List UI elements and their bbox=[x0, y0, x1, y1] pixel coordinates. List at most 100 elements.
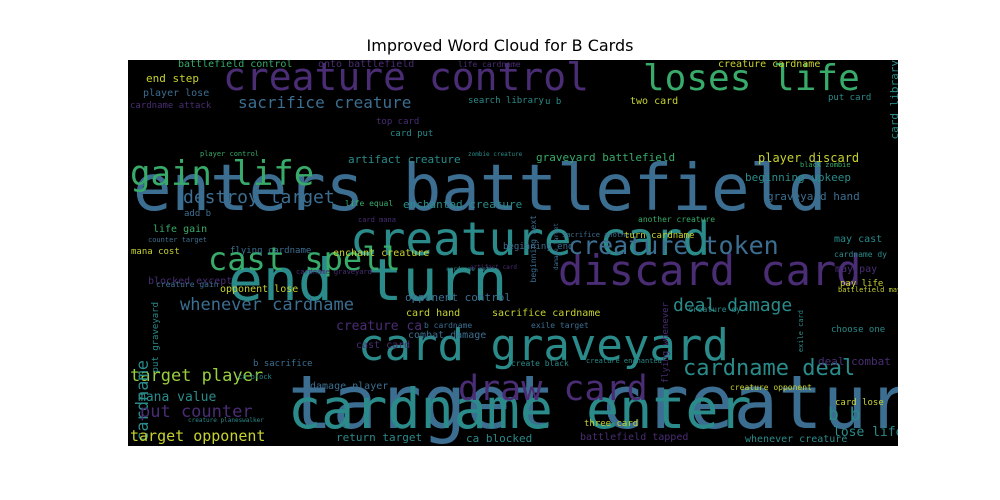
word-b-cardname: b cardname bbox=[424, 321, 472, 330]
word-cardname-dy: cardname dy bbox=[834, 250, 887, 259]
word-card-graveyard: card graveyard bbox=[358, 320, 729, 371]
word-card-put: card put bbox=[390, 129, 433, 139]
word-ca-blocked: ca blocked bbox=[466, 432, 532, 445]
chart-title: Improved Word Cloud for B Cards bbox=[366, 36, 634, 55]
word-opponent-lose: opponent lose bbox=[220, 284, 298, 295]
word-cast-spell: cast spell bbox=[208, 240, 401, 278]
word-life-equal: life equal bbox=[345, 199, 393, 208]
word-another-creature: another creature bbox=[638, 215, 715, 224]
word-discard-card: discard card bbox=[558, 246, 861, 295]
word-destroy-target: destroy target bbox=[183, 187, 335, 208]
word-player-control: player control bbox=[200, 150, 259, 158]
word-b-b: b b bbox=[828, 404, 861, 425]
word-cast-card: cast card bbox=[356, 340, 410, 351]
word-target-creature: target creature bbox=[288, 360, 898, 446]
word-beginning-end: beginning end bbox=[503, 242, 573, 252]
word-u-b: u b bbox=[545, 97, 561, 107]
word-card-lose: card lose bbox=[835, 398, 884, 408]
word-exile-target: exile target bbox=[531, 321, 589, 330]
word-graveyard-battlefield: graveyard battlefield bbox=[536, 151, 675, 164]
word-damage-player: damage player bbox=[310, 381, 388, 392]
word-counter-cardname: counter cardname bbox=[133, 360, 153, 446]
word-creature-card: creature card bbox=[350, 212, 710, 266]
word-combat-damage: combat damage bbox=[408, 330, 486, 341]
word-battlefield-may: battlefield may bbox=[838, 286, 898, 294]
word-creature-cardname: creature cardname bbox=[718, 60, 820, 70]
word-player-lose: player lose bbox=[143, 88, 209, 99]
word-creature-planeswalker: creature planeswalker bbox=[188, 417, 264, 424]
word-card-hand: card hand bbox=[406, 308, 460, 319]
word-creature-control: creature control bbox=[223, 60, 589, 99]
word-may-pay: may pay bbox=[835, 264, 877, 275]
word-creature-dy: creature dy bbox=[688, 305, 741, 314]
word-add-b: add b bbox=[184, 209, 211, 219]
word-cardname-attack: cardname attack bbox=[130, 101, 212, 111]
word-gain-life: gain life bbox=[130, 154, 314, 194]
cloud-background bbox=[128, 60, 898, 446]
word-pay-life: pay life bbox=[840, 279, 883, 289]
word-b-sacrifice: b sacrifice bbox=[253, 359, 313, 369]
word-mana-value: mana value bbox=[138, 390, 216, 405]
word-return-target: return target bbox=[336, 431, 422, 444]
word-search-library: search library bbox=[468, 96, 544, 106]
word-cardname-enter: cardname enter bbox=[288, 377, 752, 441]
word-cardname-get: cardname get bbox=[446, 266, 490, 273]
word-opponent-control: opponent control bbox=[405, 291, 511, 304]
word-cardname-graveyard: cardname graveyard bbox=[296, 268, 372, 276]
word-enchant-creature: enchant creature bbox=[333, 248, 429, 259]
word-flying-cardname: flying cardname bbox=[230, 246, 311, 256]
word-life-cardname: life cardname bbox=[458, 60, 521, 69]
word-artifact-creature: artifact creature bbox=[348, 153, 461, 166]
word-sacrifice-cardname: sacrifice cardname bbox=[492, 308, 600, 319]
word-top-card: top card bbox=[376, 117, 419, 127]
word-three-card: three card bbox=[584, 419, 638, 429]
word-battlefield-control: battlefield control bbox=[178, 60, 292, 70]
word-put-card: put card bbox=[828, 93, 871, 103]
word-lose-life: lose life bbox=[833, 425, 898, 440]
word-draw-card: draw card bbox=[458, 369, 648, 409]
word-whenever-creature: whenever creature bbox=[745, 434, 847, 445]
word-counter-target: counter target bbox=[148, 236, 207, 244]
word-end-step: end step bbox=[146, 72, 199, 85]
word-sacrifice-another: sacrifice another bbox=[562, 231, 634, 239]
word-end-turn: end turn bbox=[228, 246, 507, 314]
word-battlefield-tapped: battlefield tapped bbox=[580, 432, 688, 443]
word-card-library: card library bbox=[888, 60, 898, 139]
word-cardname-deal: cardname deal bbox=[683, 356, 855, 381]
word-target-player: target player bbox=[130, 366, 263, 386]
word-mana-cost: mana cost bbox=[131, 247, 180, 257]
word-sacrifice-creature: sacrifice creature bbox=[238, 93, 411, 112]
word-whenever-cardname: whenever cardname bbox=[180, 295, 354, 315]
word-turn-cardname: turn cardname bbox=[624, 231, 694, 241]
word-target-opponent: target opponent bbox=[130, 427, 265, 445]
word-zombie-creature: zombie creature bbox=[468, 151, 523, 158]
word-beginning-upkeep: beginning upkeep bbox=[745, 171, 851, 184]
word-artifact-card: artifact card bbox=[470, 264, 517, 271]
word-player-discard: player discard bbox=[758, 151, 859, 165]
word-flying-whenever: flying whenever bbox=[661, 301, 671, 383]
word-beginning-next: beginning next bbox=[529, 215, 538, 283]
word-enters-battlefield: enters battlefield bbox=[133, 152, 827, 226]
word-two-card: two card bbox=[630, 96, 678, 107]
word-deal-damage: deal damage bbox=[673, 295, 792, 316]
word-graveyard-hand: graveyard hand bbox=[767, 190, 860, 203]
word-ca-block: ca block bbox=[238, 373, 273, 381]
word-life-gain: life gain bbox=[153, 224, 207, 235]
word-damage-target: damage target bbox=[553, 223, 560, 270]
word-creature-opponent: creature opponent bbox=[730, 383, 812, 392]
word-enchanted-creature: enchanted creature bbox=[403, 198, 522, 211]
word-put-graveyard: put graveyard bbox=[151, 302, 161, 372]
word-creature-token: creature token bbox=[568, 231, 779, 260]
word-creature-enchanted: creature enchanted bbox=[586, 357, 662, 365]
word-create-black: create black bbox=[511, 359, 569, 368]
word-creature-ca: creature ca bbox=[336, 319, 422, 334]
word-creature-gain: creature gain bbox=[156, 280, 219, 289]
word-deal-combat: deal combat bbox=[818, 355, 891, 368]
words-layer: target creature enters battlefield end tur… bbox=[130, 60, 898, 446]
word-loses-life: loses life bbox=[643, 60, 860, 99]
word-put-counter: put counter bbox=[140, 402, 253, 422]
word-black-zombie: black zombie bbox=[800, 161, 851, 169]
word-blocked-except: blocked except bbox=[148, 276, 232, 287]
word-choose-one: choose one bbox=[831, 325, 885, 335]
